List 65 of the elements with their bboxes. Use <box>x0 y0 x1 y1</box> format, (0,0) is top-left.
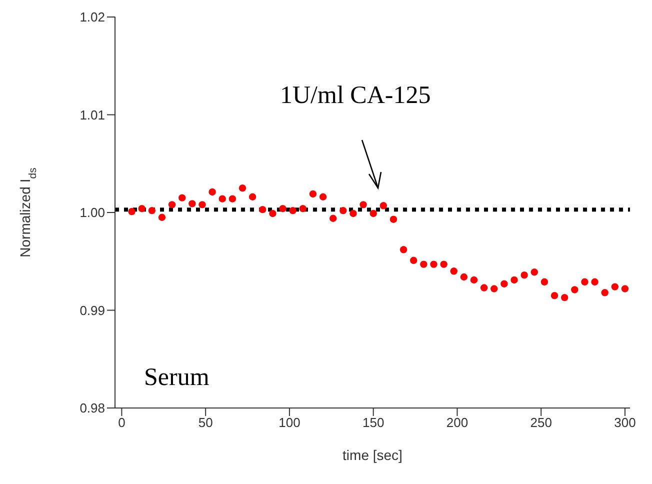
point <box>208 188 216 196</box>
point <box>560 294 568 302</box>
point <box>550 292 558 300</box>
point <box>530 268 538 276</box>
point <box>340 206 347 214</box>
x-axis-title: time [sec] <box>342 447 402 463</box>
point <box>540 278 548 286</box>
point <box>269 210 276 218</box>
point <box>158 214 166 221</box>
point <box>279 204 286 212</box>
point <box>168 201 176 208</box>
point <box>611 283 618 290</box>
point <box>430 260 438 268</box>
y-tick-label: 1.00 <box>80 205 105 220</box>
point <box>350 210 357 218</box>
point <box>178 194 186 202</box>
x-tick-label: 150 <box>362 415 384 430</box>
point <box>238 184 246 192</box>
point <box>218 195 226 202</box>
point <box>329 214 337 222</box>
x-tick-label: 50 <box>198 415 213 430</box>
x-tick-label: 0 <box>118 415 126 430</box>
annotation: Serum <box>144 364 210 392</box>
point <box>259 206 266 214</box>
point <box>621 285 629 292</box>
y-tick-label: 0.99 <box>80 302 105 318</box>
annotation: 1U/ml CA-125 <box>280 82 431 110</box>
point <box>248 193 256 200</box>
y-tick-label: 0.98 <box>80 400 105 416</box>
point <box>309 190 317 198</box>
point <box>138 204 146 212</box>
point <box>360 201 367 208</box>
point <box>148 206 156 214</box>
point <box>440 260 448 268</box>
point <box>520 271 528 279</box>
point <box>198 201 206 208</box>
point <box>480 284 488 292</box>
point <box>571 286 578 294</box>
point <box>319 193 327 200</box>
point <box>380 202 388 210</box>
point <box>500 280 508 288</box>
point <box>470 276 478 284</box>
point <box>581 278 588 286</box>
x-tick-label: 300 <box>614 415 636 430</box>
y-tick-label: 1.02 <box>80 10 105 25</box>
point <box>228 195 236 202</box>
point <box>390 216 398 223</box>
point <box>370 210 377 218</box>
point <box>128 208 136 216</box>
point <box>601 289 608 296</box>
point <box>289 206 296 214</box>
point <box>460 273 468 281</box>
point <box>299 204 306 212</box>
point <box>510 276 518 284</box>
point <box>420 260 428 268</box>
point <box>591 278 598 286</box>
x-tick-label: 200 <box>446 415 468 430</box>
x-tick-label: 100 <box>278 415 300 430</box>
point <box>490 285 498 292</box>
point <box>410 256 418 264</box>
point <box>400 246 408 254</box>
point <box>188 200 196 208</box>
x-tick-label: 250 <box>530 415 552 430</box>
point <box>450 268 458 275</box>
y-tick-label: 1.01 <box>80 107 105 122</box>
